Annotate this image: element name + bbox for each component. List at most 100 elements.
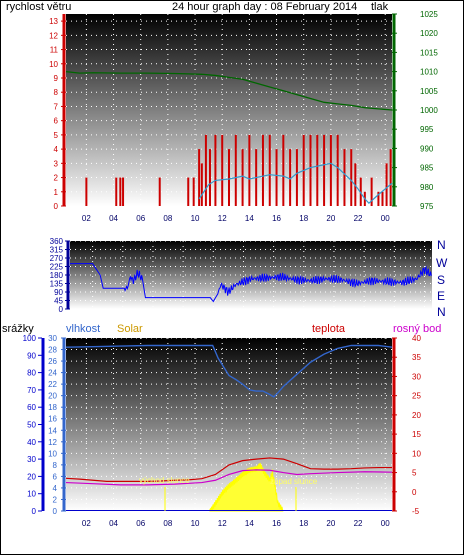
sunrise-annotation: východ slunce	[139, 476, 190, 485]
y-tick-label: 45	[54, 297, 63, 306]
y-tick-label: 270	[50, 254, 64, 263]
x-tick-label: 14	[245, 519, 254, 528]
lower-series	[65, 344, 393, 512]
x-tick-label: 04	[109, 519, 118, 528]
y-tick-label: 135	[50, 280, 64, 289]
humidity-tick-label: 10	[48, 449, 57, 458]
y-right-tick-label: 995	[420, 125, 434, 134]
direction-series	[70, 263, 432, 303]
x-tick-label: 18	[299, 214, 308, 223]
y-right-tick-label: 1000	[420, 106, 438, 115]
wind-pressure-axes: 02 04 06 08 10 12 14 16 18 20 22 000123456789101112…	[49, 10, 438, 223]
x-tick-label: 12	[218, 519, 227, 528]
wind-mean-line	[198, 162, 393, 204]
y-right-tick-label: 990	[420, 144, 434, 153]
temp-tick-label: -5	[412, 507, 420, 516]
dewpoint-label: rosný bod	[393, 323, 441, 335]
y-tick-label: 360	[50, 237, 64, 246]
humidity-tick-label: 16	[48, 415, 57, 424]
x-tick-label: 06	[136, 214, 145, 223]
direction-line	[70, 263, 432, 303]
direction-letter-n-bottom: N	[437, 305, 446, 319]
sunset-annotation: západ slunce	[270, 477, 318, 486]
humidity-tick-label: 18	[48, 403, 57, 412]
rain-tick-label: 10	[27, 490, 36, 499]
rain-tick-label: 30	[27, 455, 36, 464]
temp-tick-label: 20	[412, 411, 421, 420]
x-tick-label: 16	[272, 214, 281, 223]
x-tick-label: 14	[245, 214, 254, 223]
temp-tick-label: 40	[412, 334, 421, 343]
y-tick-label: 90	[54, 288, 63, 297]
x-tick-label: 16	[272, 519, 281, 528]
temp-tick-label: 10	[412, 449, 421, 458]
x-tick-label: 10	[191, 519, 200, 528]
humidity-tick-label: 20	[48, 392, 57, 401]
temp-tick-label: 25	[412, 392, 421, 401]
pressure-line	[65, 70, 393, 111]
y-right-tick-label: 1010	[420, 68, 438, 77]
humidity-tick-label: 26	[48, 357, 57, 366]
y-right-tick-label: 1025	[420, 10, 438, 19]
y-left-tick-label: 1	[54, 188, 59, 197]
direction-letter-n-top: N	[437, 238, 446, 252]
x-tick-label: 02	[82, 214, 91, 223]
x-tick-label: 22	[354, 519, 363, 528]
rain-label: srážky	[2, 323, 34, 335]
y-left-tick-label: 12	[49, 31, 58, 40]
wind-speed-label: rychlost větru	[6, 1, 71, 13]
x-tick-label: 12	[218, 214, 227, 223]
humidity-tick-label: 24	[48, 369, 57, 378]
x-tick-label: 20	[326, 519, 335, 528]
y-left-tick-label: 4	[54, 145, 59, 154]
temperature-label: teplota	[312, 323, 346, 335]
humidity-tick-label: 30	[48, 334, 57, 343]
rain-tick-label: 90	[27, 351, 36, 360]
humidity-tick-label: 22	[48, 380, 57, 389]
y-right-tick-label: 1015	[420, 48, 438, 57]
y-tick-label: 180	[50, 271, 64, 280]
rain-tick-label: 100	[23, 334, 37, 343]
x-tick-label: 00	[381, 519, 390, 528]
y-left-tick-label: 0	[54, 202, 59, 211]
direction-letters: N W S E N	[436, 238, 448, 319]
y-left-tick-label: 9	[54, 74, 59, 83]
x-tick-label: 06	[136, 519, 145, 528]
y-right-tick-label: 975	[420, 202, 434, 211]
x-tick-label: 02	[82, 519, 91, 528]
y-left-tick-label: 6	[54, 117, 59, 126]
chart-title: 24 hour graph day : 08 February 2014	[172, 1, 357, 13]
x-tick-label: 22	[354, 214, 363, 223]
temperature-line	[65, 457, 392, 482]
humidity-tick-label: 12	[48, 438, 57, 447]
y-left-tick-label: 13	[49, 17, 58, 26]
y-right-tick-label: 985	[420, 164, 434, 173]
temp-tick-label: 15	[412, 430, 421, 439]
solar-area	[209, 462, 284, 512]
direction-grid	[70, 240, 432, 310]
rain-tick-label: 60	[27, 403, 36, 412]
x-tick-label: 08	[163, 214, 172, 223]
y-tick-label: 315	[50, 246, 64, 255]
pressure-label: tlak	[371, 1, 389, 13]
lower-plot-area	[66, 338, 392, 511]
x-tick-label: 20	[326, 214, 335, 223]
humidity-tick-label: 6	[53, 472, 58, 481]
x-tick-label: 18	[299, 519, 308, 528]
y-tick-label: 0	[59, 305, 64, 314]
x-tick-label: 10	[191, 214, 200, 223]
rain-tick-label: 70	[27, 386, 36, 395]
humidity-label: vlhkost	[66, 323, 100, 335]
y-left-tick-label: 11	[50, 46, 59, 55]
y-tick-label: 225	[50, 263, 64, 272]
rain-tick-label: 80	[27, 369, 36, 378]
y-left-tick-label: 10	[49, 60, 58, 69]
y-left-tick-label: 7	[54, 102, 59, 111]
direction-letter-w: W	[436, 256, 448, 270]
direction-letter-e: E	[437, 289, 445, 303]
y-right-tick-label: 1005	[420, 87, 438, 96]
rain-tick-label: 20	[27, 472, 36, 481]
lower-axes: 02 04 06 08 10 12 14 16 18 20 22 000246810121416182…	[23, 334, 422, 528]
